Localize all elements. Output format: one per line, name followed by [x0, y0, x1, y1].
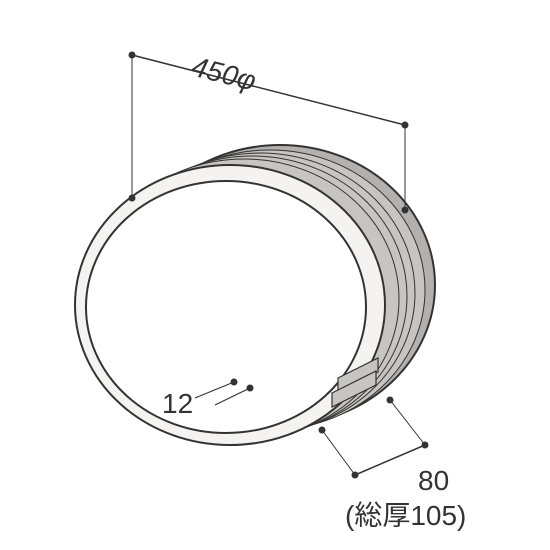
dim-edge-label: 12 — [162, 388, 193, 419]
technical-drawing: 450φ 12 80 (総厚105) — [0, 0, 550, 550]
dim-diameter-label: 450φ — [189, 51, 260, 97]
dim-depth-label: 80 — [418, 465, 449, 496]
dim-depth: 80 (総厚105) — [319, 397, 467, 532]
dim-total-thickness-label: (総厚105) — [345, 500, 466, 531]
front-face — [86, 181, 366, 433]
